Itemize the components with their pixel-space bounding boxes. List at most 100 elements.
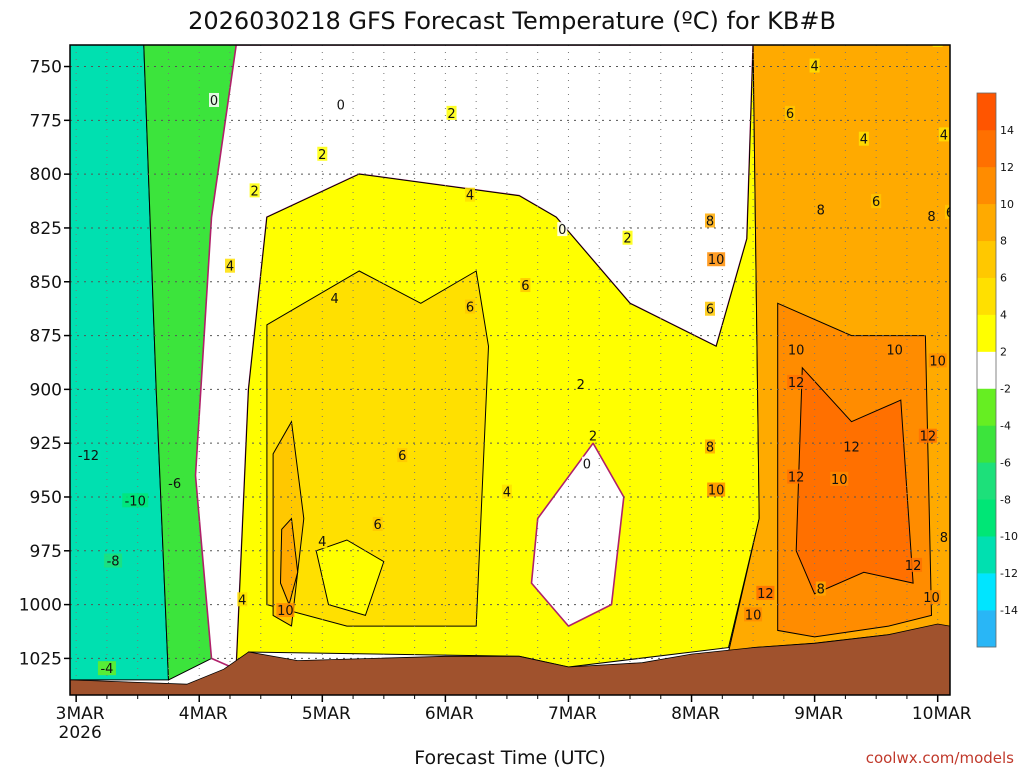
isotherm-label-bg-2 <box>249 183 260 198</box>
isotherm-label-15: 6 <box>706 303 714 318</box>
x-tick-label-2: 5MAR <box>302 704 351 724</box>
ground-layer <box>70 623 950 695</box>
isotherm-label-bg-3 <box>317 146 328 161</box>
isotherm-label-bg-6 <box>225 258 235 273</box>
isotherm-label-30: 12 <box>920 430 937 445</box>
isotherm-label-bg-38 <box>904 557 923 572</box>
colorbar-label-3: -8 <box>1000 493 1011 506</box>
isotherm-label-24: 10 <box>708 253 725 268</box>
isotherm-label-bg-49 <box>276 603 295 618</box>
temperature-region-9 <box>795 366 914 595</box>
plot-frame <box>69 44 951 696</box>
isotherm-label-bg-36 <box>744 607 763 622</box>
colorbar-swatch-2 <box>977 536 996 574</box>
isotherm-label-23: 6 <box>946 206 954 221</box>
y-tick-label-0: 750 <box>30 58 62 78</box>
colorbar-swatch-10 <box>977 240 996 278</box>
isotherm-label-40: 8 <box>940 531 948 546</box>
isotherm-label-bg-26 <box>885 342 904 357</box>
isotherm-label-bg-17 <box>785 105 795 120</box>
isotherm-label-13: 0 <box>583 458 591 473</box>
temperature-fill-layer <box>70 45 950 681</box>
isotherm-label-bg-34 <box>705 439 715 454</box>
isotherm-label-14: 2 <box>623 232 631 247</box>
colorbar-label-4: -6 <box>1000 456 1011 469</box>
isotherm-label-12: 2 <box>589 430 597 445</box>
colorbar-swatch-0 <box>977 610 996 648</box>
isotherm-label-45: -8 <box>107 555 120 570</box>
y-axis-ticks: 750 775 800 825 850 875 900 925 950 975 1000 1025 <box>19 58 70 669</box>
isotherm-label-43: -12 <box>78 449 99 464</box>
y-tick-label-11: 1025 <box>19 649 62 669</box>
isotherm-label-bg-39 <box>922 590 941 605</box>
isotherm-label-10: 0 <box>558 223 566 238</box>
isotherm-label-bg-23 <box>945 204 950 219</box>
colorbar-label-5: -4 <box>1000 419 1011 432</box>
isotherm-label-bg-35 <box>756 585 775 600</box>
isotherm-label-8: 6 <box>521 279 529 294</box>
isotherm-label-1: 0 <box>337 98 345 113</box>
temperature-region-11 <box>279 517 299 607</box>
isotherm-label-52: 6 <box>398 449 406 464</box>
isotherm-label-27: 10 <box>929 354 946 369</box>
isotherm-label-bg-12 <box>588 428 599 443</box>
y-tick-label-2: 800 <box>30 165 62 185</box>
isotherm-label-48: 4 <box>238 593 246 608</box>
isotherm-label-bg-14 <box>622 230 633 245</box>
ground-surface <box>70 623 950 695</box>
isotherm-label-41: 2 <box>934 34 942 49</box>
y-tick-label-6: 900 <box>30 380 62 400</box>
colorbar-swatch-5 <box>977 425 996 463</box>
isotherm-label-bg-7 <box>329 290 340 305</box>
colorbar-swatch-8 <box>977 314 996 352</box>
x-tick-label-6: 9MAR <box>794 704 843 724</box>
isotherm-label-3: 2 <box>318 148 326 163</box>
x-axis-label: Forecast Time (UTC) <box>414 747 605 768</box>
isotherm-label-bg-47 <box>97 661 116 676</box>
isotherm-label-bg-22 <box>926 209 937 224</box>
colorbar-swatch-14 <box>977 93 996 131</box>
isotherm-label-bg-40 <box>938 529 949 544</box>
colorbar-label-12: 12 <box>1000 161 1014 174</box>
x-tick-label-5: 8MAR <box>671 704 720 724</box>
colorbar-swatch-1 <box>977 573 996 611</box>
colorbar-swatch-7 <box>977 351 996 389</box>
y-tick-label-3: 825 <box>30 219 62 239</box>
colorbar-label-6: -2 <box>1000 382 1011 395</box>
colorbar-swatch-13 <box>977 129 996 168</box>
temperature-region-4 <box>530 441 625 628</box>
isotherm-label-bg-24 <box>707 252 726 267</box>
colorbar-swatch-9 <box>977 277 996 315</box>
isotherm-label-50: 4 <box>318 535 326 550</box>
isotherm-label-bg-31 <box>787 469 806 484</box>
isotherm-label-bg-46 <box>165 476 184 491</box>
isotherm-label-bg-28 <box>787 374 806 389</box>
isotherm-label-bg-42 <box>938 127 949 142</box>
isotherm-label-9: 6 <box>466 301 474 316</box>
isotherm-label-bg-41 <box>932 45 943 47</box>
isotherm-label-bg-29 <box>842 439 861 454</box>
isotherm-label-bg-45 <box>104 553 123 568</box>
isotherm-label-bg-9 <box>465 299 475 314</box>
isotherm-label-34: 8 <box>706 440 714 455</box>
isotherm-label-bg-52 <box>397 448 408 463</box>
isotherm-label-16: 4 <box>810 60 818 75</box>
isotherm-label-bg-30 <box>918 428 937 443</box>
colorbar-label-8: 4 <box>1000 309 1007 322</box>
isotherm-label-bg-15 <box>705 301 715 316</box>
isotherm-label-bg-44 <box>122 493 149 508</box>
temperature-region-6 <box>315 539 385 617</box>
isotherm-label-46: -6 <box>168 477 181 492</box>
isotherm-label-21: 8 <box>817 204 825 219</box>
isotherm-label-bg-0 <box>209 92 219 107</box>
isotherm-label-bg-51 <box>372 516 383 531</box>
isotherm-label-17: 6 <box>786 107 794 122</box>
isotherm-label-47: -4 <box>100 662 113 677</box>
isotherm-label-35: 12 <box>757 587 774 602</box>
isotherm-label-33: 10 <box>831 473 848 488</box>
isotherm-label-bg-25 <box>787 342 806 357</box>
x-tick-sublabel-0: 2026 <box>59 723 102 743</box>
